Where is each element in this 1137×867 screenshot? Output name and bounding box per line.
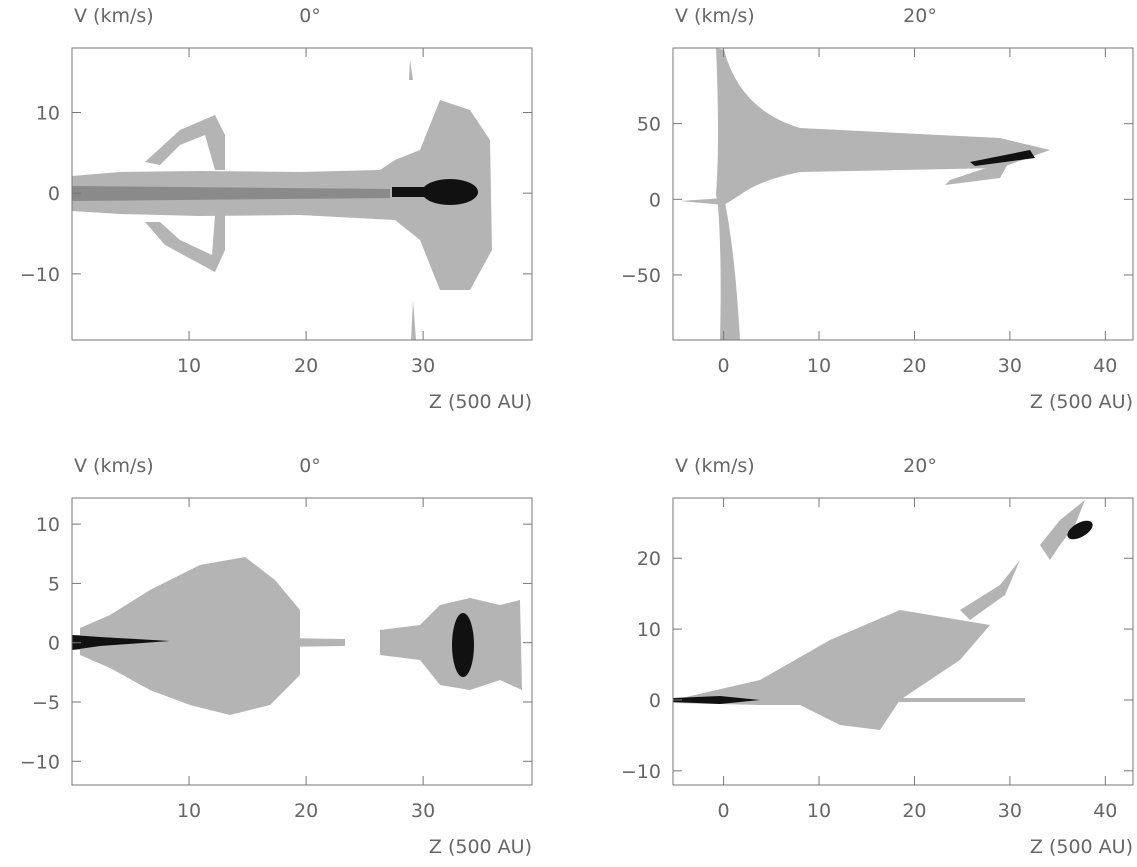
y-axis-label: V (km/s)	[675, 5, 755, 27]
y-tick-label: 0	[48, 633, 60, 655]
y-axis-label: V (km/s)	[74, 455, 154, 477]
y-tick-label: 10	[36, 514, 60, 536]
emission-panel-4	[673, 500, 1093, 730]
y-tick-label: 50	[637, 114, 661, 136]
y-tick-label: −5	[32, 692, 60, 714]
x-tick-label: 20	[294, 355, 318, 377]
x-tick-label: 30	[998, 355, 1022, 377]
x-axis-label: Z (500 AU)	[429, 391, 532, 413]
plot-frame	[71, 47, 533, 341]
x-tick-label: 10	[177, 355, 201, 377]
y-tick-label: 10	[36, 103, 60, 125]
x-tick-label: 10	[807, 800, 831, 822]
x-tick-label: 0	[718, 355, 730, 377]
x-tick-label: 0	[718, 800, 730, 822]
y-tick-label: −10	[20, 264, 60, 286]
x-axis-label: Z (500 AU)	[1030, 836, 1133, 858]
plot-frame	[672, 47, 1134, 341]
x-tick-label: 10	[807, 355, 831, 377]
y-axis-label: V (km/s)	[74, 5, 154, 27]
panel-title: 20°	[903, 5, 937, 27]
x-tick-label: 30	[411, 800, 435, 822]
y-tick-label: 10	[637, 619, 661, 641]
x-tick-label: 30	[998, 800, 1022, 822]
x-tick-label: 40	[1093, 355, 1117, 377]
y-axis-label: V (km/s)	[675, 455, 755, 477]
plot-frame	[71, 497, 533, 786]
y-tick-label: −50	[621, 265, 661, 287]
y-tick-label: 0	[48, 183, 60, 205]
y-tick-label: 5	[48, 573, 60, 595]
emission-panel-2	[680, 48, 1050, 340]
y-tick-label: −10	[621, 761, 661, 783]
x-tick-label: 20	[902, 355, 926, 377]
y-tick-label: 0	[649, 189, 661, 211]
x-axis-label: Z (500 AU)	[429, 836, 532, 858]
panel-title: 0°	[299, 5, 321, 27]
x-axis-label: Z (500 AU)	[1030, 391, 1133, 413]
panel-title: 0°	[299, 455, 321, 477]
emission-panel-3	[72, 557, 522, 715]
x-tick-label: 40	[1093, 800, 1117, 822]
y-tick-label: −10	[20, 751, 60, 773]
emission-panel-1	[72, 60, 492, 340]
y-tick-label: 20	[637, 548, 661, 570]
x-tick-label: 10	[177, 800, 201, 822]
x-tick-label: 30	[411, 355, 435, 377]
y-tick-label: 0	[649, 690, 661, 712]
plot-frame	[672, 497, 1134, 786]
panel-title: 20°	[903, 455, 937, 477]
x-tick-label: 20	[902, 800, 926, 822]
x-tick-label: 20	[294, 800, 318, 822]
